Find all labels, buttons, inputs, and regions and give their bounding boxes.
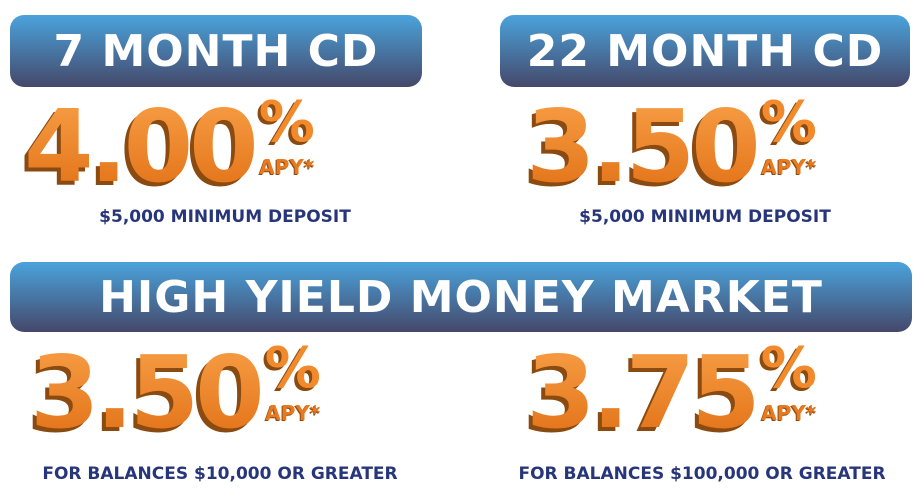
mm-tier2-rate: 3.75 % APY* [526,334,817,451]
rate-value: 3.75 [526,334,761,451]
percent-sign: % [760,90,817,155]
cd7-banner: 7 MONTH CD [10,15,422,87]
apy-label: APY* [259,155,315,179]
mm-tier1-rate: 3.50 % APY* [30,334,321,451]
mm-tier1-caption: FOR BALANCES $10,000 OR GREATER [42,464,398,484]
cd22-caption: $5,000 MINIMUM DEPOSIT [579,207,831,227]
percent-sign: % [760,336,817,401]
apy-label: APY* [761,401,817,425]
cd7-rate: 4.00 % APY* [24,88,315,205]
rate-value: 3.50 [526,88,761,205]
mm-tier2-caption: FOR BALANCES $100,000 OR GREATER [518,464,886,484]
cd22-rate: 3.50 % APY* [526,88,817,205]
apy-label: APY* [761,155,817,179]
rate-value: 3.50 [30,334,265,451]
cd7-caption: $5,000 MINIMUM DEPOSIT [99,207,351,227]
cd22-banner: 22 MONTH CD [500,15,910,87]
percent-sign: % [264,336,321,401]
percent-sign: % [258,90,315,155]
money-market-banner: HIGH YIELD MONEY MARKET [10,262,912,332]
rate-value: 4.00 [24,88,259,205]
apy-label: APY* [265,401,321,425]
